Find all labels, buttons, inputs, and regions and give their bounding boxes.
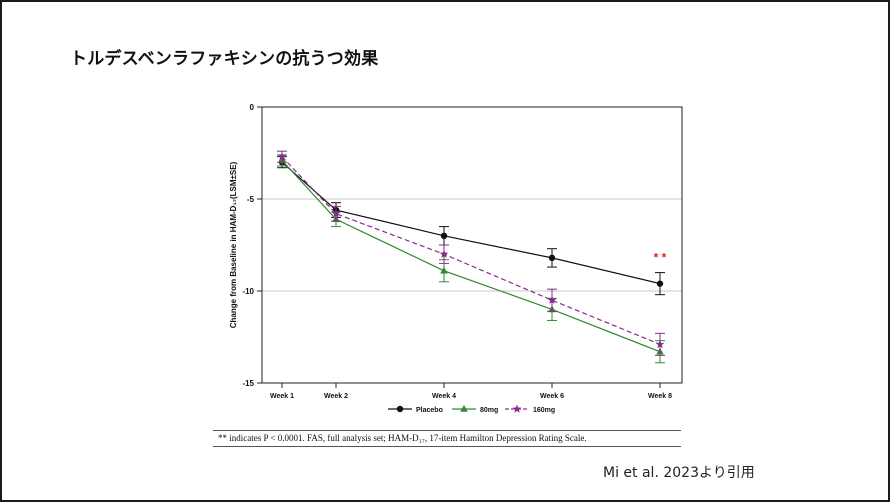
legend-label-160mg: 160mg [533, 407, 555, 414]
footnote-rule-top [213, 430, 681, 431]
plot-area [261, 106, 683, 384]
x-tick-label: Week 6 [540, 393, 564, 400]
x-tick-label: Week 4 [432, 393, 456, 400]
footnote-rule-bottom [213, 446, 681, 447]
data-point-placebo [440, 232, 448, 239]
legend-marker-placebo [396, 405, 404, 413]
data-point-placebo [548, 254, 556, 262]
citation: Mi et al. 2023より引用 [603, 465, 755, 481]
legend-marker-80mg [460, 405, 468, 412]
y-tick-label: -10 [242, 287, 254, 296]
data-point-160mg [655, 339, 665, 349]
series-line-80mg [281, 159, 661, 353]
y-tick-label: -5 [247, 195, 255, 204]
x-tick-label: Week 8 [648, 393, 672, 400]
x-tick-label: Week 2 [324, 393, 348, 400]
series-line-placebo [281, 161, 661, 285]
data-point-placebo [656, 280, 664, 287]
y-tick-label: 0 [250, 103, 255, 112]
legend-label-placebo: Placebo [416, 407, 443, 414]
data-point-160mg [277, 152, 287, 161]
data-point-80mg [440, 266, 448, 274]
significance-annotation: * * [654, 251, 667, 265]
series-line-160mg [281, 156, 661, 345]
x-tick-label: Week 1 [270, 393, 294, 400]
y-tick-label: -15 [242, 379, 254, 388]
legend-label-80mg: 80mg [480, 407, 498, 414]
chart-footnote: ** indicates P < 0.0001. FAS, full analy… [218, 433, 587, 443]
data-point-160mg [439, 249, 449, 258]
slide-title: トルデスベンラファキシンの抗うつ効果 [70, 49, 379, 69]
data-point-160mg [547, 295, 557, 304]
legend-marker-160mg [512, 404, 522, 413]
data-point-160mg [331, 209, 341, 218]
y-axis-label: Change from Baseline in HAM-D₁₇(LSM±SE) [229, 161, 238, 328]
